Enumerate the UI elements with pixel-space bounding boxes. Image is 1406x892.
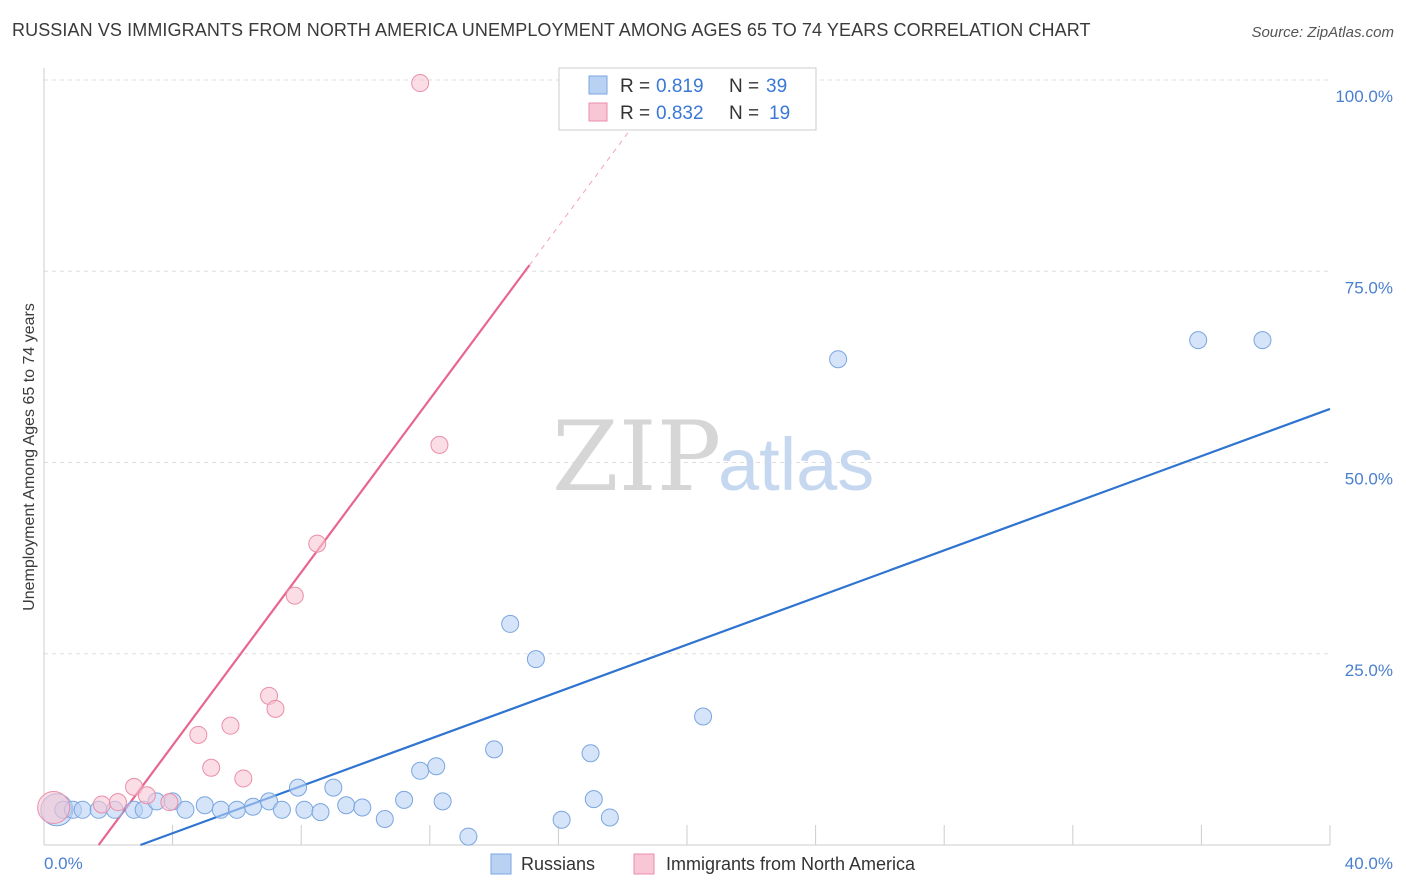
- point-russians: [581, 744, 600, 763]
- correlation-legend: R = 0.819 N = 39 R = 0.832 N = 19: [558, 67, 817, 131]
- point-russians: [1253, 331, 1272, 350]
- chart-title: RUSSIAN VS IMMIGRANTS FROM NORTH AMERICA…: [12, 20, 1091, 40]
- point-russians: [459, 827, 478, 846]
- point-immigrants: [125, 777, 144, 796]
- point-russians: [375, 809, 394, 828]
- y-tick-label: 50.0%: [1345, 470, 1393, 489]
- bottom-legend-swatch-immigrants: [633, 853, 655, 875]
- bottom-legend-immigrants: Immigrants from North America: [666, 854, 916, 874]
- y-tick-labels: 25.0% 50.0% 75.0% 100.0%: [1335, 87, 1393, 680]
- trend-line-immigrants-extension: [529, 117, 640, 266]
- point-russians: [600, 808, 619, 827]
- trend-line-immigrants: [97, 264, 531, 846]
- data-points: [37, 74, 1272, 846]
- y-tick-label: 75.0%: [1345, 278, 1393, 297]
- point-russians: [311, 803, 330, 822]
- point-russians: [176, 800, 195, 819]
- point-immigrants: [221, 716, 240, 735]
- point-russians: [227, 800, 246, 819]
- y-axis-title: Unemployment Among Ages 65 to 74 years: [21, 303, 38, 611]
- point-russians: [211, 800, 230, 819]
- point-russians: [485, 740, 504, 759]
- point-immigrants: [108, 793, 127, 812]
- axes: [43, 68, 1331, 846]
- point-russians: [694, 707, 713, 726]
- legend-swatch-immigrants: [588, 102, 608, 122]
- series-legend: Russians Immigrants from North America: [490, 853, 916, 875]
- bottom-legend-russians: Russians: [521, 854, 595, 874]
- point-immigrants: [308, 534, 327, 553]
- point-russians: [295, 800, 314, 819]
- point-russians: [411, 761, 430, 780]
- point-immigrants: [266, 699, 285, 718]
- point-russians: [552, 810, 571, 829]
- legend-r-value-russians: 0.819: [656, 76, 704, 97]
- legend-swatch-russians: [588, 75, 608, 95]
- point-russians: [243, 797, 262, 816]
- point-immigrants: [202, 758, 221, 777]
- bottom-legend-swatch-russians: [490, 853, 512, 875]
- point-russians: [427, 757, 446, 776]
- watermark-zip: ZIP: [552, 401, 721, 513]
- point-russians: [433, 792, 452, 811]
- point-russians: [288, 778, 307, 797]
- legend-r-label-russians: R =: [620, 76, 650, 97]
- point-immigrants: [411, 74, 430, 93]
- point-russians: [526, 650, 545, 669]
- legend-n-label-russians: N =: [729, 76, 759, 97]
- legend-n-value-immigrants: 19: [769, 103, 790, 124]
- point-russians: [324, 778, 343, 797]
- point-immigrants: [234, 769, 253, 788]
- watermark-atlas: atlas: [718, 423, 874, 506]
- point-russians: [260, 792, 279, 811]
- point-russians: [829, 350, 848, 369]
- legend-r-label-immigrants: R =: [620, 103, 650, 124]
- gridlines: [44, 79, 1330, 655]
- point-russians: [395, 790, 414, 809]
- point-russians: [337, 796, 356, 815]
- source-label: Source: ZipAtlas.com: [1251, 24, 1394, 41]
- trend-line-russians: [140, 407, 1331, 847]
- point-immigrants: [160, 793, 179, 812]
- point-immigrants: [285, 586, 304, 605]
- point-russians: [501, 614, 520, 633]
- point-russians: [353, 798, 372, 817]
- y-tick-label: 100.0%: [1335, 87, 1393, 106]
- point-russians: [73, 800, 92, 819]
- trend-lines: [97, 117, 1331, 847]
- point-immigrants: [37, 791, 71, 825]
- point-immigrants: [92, 795, 111, 814]
- point-immigrants: [430, 435, 449, 454]
- legend-n-label-immigrants: N =: [729, 103, 759, 124]
- point-russians: [1189, 331, 1208, 350]
- x-tick-label-max: 40.0%: [1345, 854, 1393, 873]
- legend-r-value-immigrants: 0.832: [656, 103, 704, 124]
- point-russians: [584, 790, 603, 809]
- legend-n-value-russians: 39: [766, 76, 787, 97]
- y-tick-label: 25.0%: [1345, 661, 1393, 680]
- point-russians: [272, 800, 291, 819]
- point-russians: [195, 796, 214, 815]
- point-immigrants: [189, 725, 208, 744]
- x-tick-label-min: 0.0%: [44, 854, 83, 873]
- point-immigrants: [137, 786, 156, 805]
